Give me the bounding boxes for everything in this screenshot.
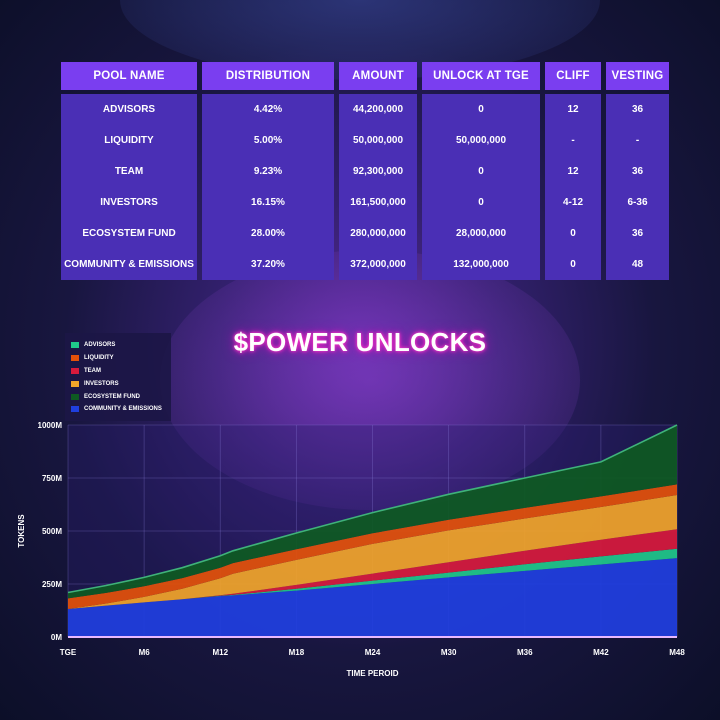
header-distribution: DISTRIBUTION [202, 62, 334, 90]
cell-distribution: 9.23% [202, 156, 334, 187]
cell-amount: 92,300,000 [339, 156, 417, 187]
y-tick-label: 750M [42, 474, 62, 483]
chart-title: $POWER UNLOCKS [233, 327, 487, 357]
cell-pool-name: ECOSYSTEM FUND [61, 218, 197, 249]
cell-unlock-at-tge: 0 [422, 156, 540, 187]
cell-unlock-at-tge: 28,000,000 [422, 218, 540, 249]
cell-vesting: 48 [606, 249, 669, 280]
cell-vesting: 36 [606, 218, 669, 249]
cell-cliff: 0 [545, 249, 601, 280]
cell-pool-name: COMMUNITY & EMISSIONS [61, 249, 197, 280]
cell-unlock-at-tge: 0 [422, 94, 540, 125]
legend-item-liquidity: LIQUIDITY [71, 352, 171, 365]
cell-cliff: - [545, 125, 601, 156]
cell-distribution: 28.00% [202, 218, 334, 249]
header-vesting: VESTING [606, 62, 669, 90]
area-community-and-emissions [68, 558, 677, 637]
legend-swatch [71, 355, 79, 362]
x-tick-label: M36 [517, 648, 533, 657]
cell-distribution: 4.42% [202, 94, 334, 125]
cell-distribution: 16.15% [202, 187, 334, 218]
tokenomics-table: POOL NAME DISTRIBUTION AMOUNT UNLOCK AT TGE… [61, 62, 669, 280]
legend-label: INVESTORS [84, 380, 119, 387]
area-investors [68, 495, 677, 609]
x-tick-label: M48 [669, 648, 685, 657]
x-tick-label: M12 [212, 648, 228, 657]
legend-swatch [71, 380, 79, 387]
legend-item-investors: INVESTORS [71, 377, 171, 390]
y-tick-label: 250M [42, 580, 62, 589]
cell-pool-name: ADVISORS [61, 94, 197, 125]
table-row: LIQUIDITY 5.00% 50,000,000 50,000,000- - [61, 125, 669, 156]
y-axis-label: TOKENS [17, 514, 26, 548]
cell-amount: 50,000,000 [339, 125, 417, 156]
area-liquidity [68, 484, 677, 609]
cell-unlock-at-tge: 0 [422, 187, 540, 218]
x-tick-label: M30 [441, 648, 457, 657]
legend-item-community-and-emissions: COMMUNITY & EMISSIONS [71, 403, 171, 416]
cell-cliff: 4-12 [545, 187, 601, 218]
header-amount: AMOUNT [339, 62, 417, 90]
y-tick-label: 500M [42, 527, 62, 536]
legend-swatch [71, 367, 79, 374]
x-tick-label: M24 [365, 648, 381, 657]
legend-item-team: TEAM [71, 365, 171, 378]
cell-amount: 161,500,000 [339, 187, 417, 218]
cell-unlock-at-tge: 132,000,000 [422, 249, 540, 280]
legend-swatch [71, 342, 79, 349]
cell-unlock-at-tge: 50,000,000 [422, 125, 540, 156]
x-tick-label: M18 [289, 648, 305, 657]
legend-label: LIQUIDITY [84, 355, 114, 362]
legend-item-advisors: ADVISORS [71, 339, 171, 352]
legend-item-ecosystem-fund: ECOSYSTEM FUND [71, 390, 171, 403]
cell-pool-name: INVESTORS [61, 187, 197, 218]
legend-label: ECOSYSTEM FUND [84, 393, 141, 400]
table-row: TEAM 9.23% 92,300,000 0 12 36 [61, 156, 669, 187]
y-tick-label: 1000M [38, 421, 63, 430]
table-header-row: POOL NAME DISTRIBUTION AMOUNT UNLOCK AT TGE… [61, 62, 669, 94]
cell-amount: 44,200,000 [339, 94, 417, 125]
header-unlock-at-tge: UNLOCK AT TGE [422, 62, 540, 90]
legend-swatch [71, 406, 79, 413]
y-tick-label: 0M [51, 633, 62, 642]
legend-label: TEAM [84, 367, 101, 374]
table-row: ADVISORS 4.42% 44,200,000 0 12 36 [61, 94, 669, 125]
x-tick-label: TGE [60, 648, 77, 657]
cell-distribution: 37.20% [202, 249, 334, 280]
cell-cliff: 0 [545, 218, 601, 249]
header-cliff: CLIFF [545, 62, 601, 90]
x-tick-label: M42 [593, 648, 609, 657]
legend-swatch [71, 393, 79, 400]
cell-vesting: 6-36 [606, 187, 669, 218]
cell-vesting: - [606, 125, 669, 156]
cell-amount: 372,000,000 [339, 249, 417, 280]
cell-amount: 280,000,000 [339, 218, 417, 249]
cell-cliff: 12 [545, 156, 601, 187]
x-axis-label: TIME PEROID [346, 669, 398, 678]
table-row: ECOSYSTEM FUND 28.00% 280,000,000 28,000,00… [61, 218, 669, 249]
chart-legend: ADVISORS LIQUIDITY TEAM INVESTORS ECOSYSTEM … [65, 333, 171, 421]
total-line [67, 424, 678, 594]
header-pool-name: POOL NAME [61, 62, 197, 90]
cell-vesting: 36 [606, 156, 669, 187]
table-row: INVESTORS 16.15% 161,500,000 0 4-12 6-36 [61, 187, 669, 218]
cell-vesting: 36 [606, 94, 669, 125]
legend-label: ADVISORS [84, 342, 116, 349]
cell-pool-name: TEAM [61, 156, 197, 187]
legend-label: COMMUNITY & EMISSIONS [84, 406, 162, 413]
x-tick-label: M6 [139, 648, 151, 657]
table-row: COMMUNITY & EMISSIONS 37.20% 372,000,000 13… [61, 249, 669, 280]
cell-distribution: 5.00% [202, 125, 334, 156]
cell-pool-name: LIQUIDITY [61, 125, 197, 156]
cell-cliff: 12 [545, 94, 601, 125]
